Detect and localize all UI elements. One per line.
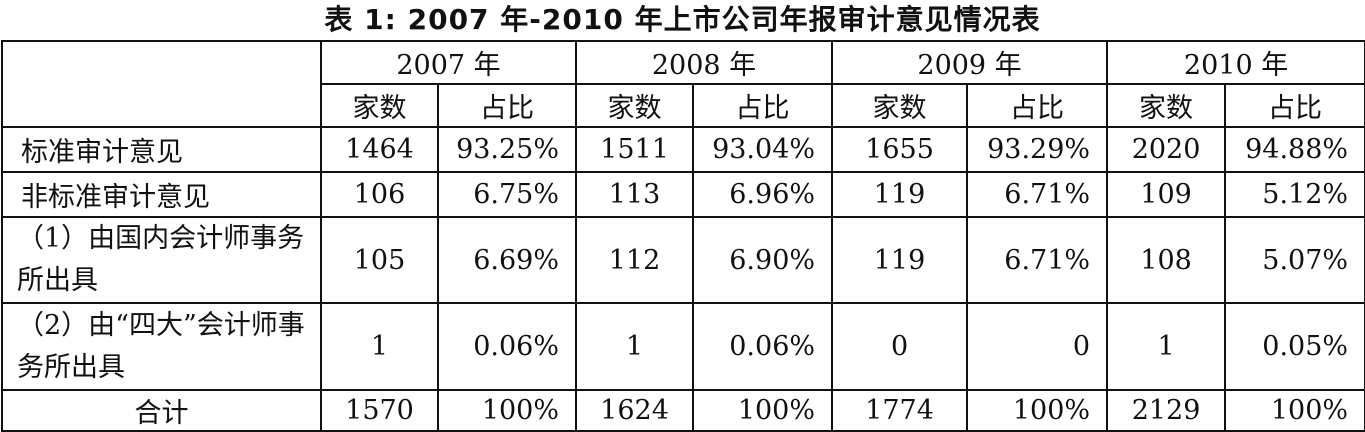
count-cell: 1511 bbox=[575, 126, 695, 173]
table-row: （1）由国内会计师事务所出具 105 6.69% 112 6.90% 119 6… bbox=[1, 216, 1365, 304]
count-cell: 119 bbox=[831, 216, 969, 304]
count-cell: 113 bbox=[575, 171, 695, 218]
count-cell: 108 bbox=[1106, 216, 1227, 304]
count-cell: 1 bbox=[575, 302, 695, 391]
count-cell: 2020 bbox=[1106, 126, 1227, 173]
count-header: 家数 bbox=[575, 83, 695, 128]
row-label: （2）由“四大”会计师事务所出具 bbox=[1, 302, 322, 391]
count-cell: 2129 bbox=[1106, 389, 1227, 432]
count-cell: 119 bbox=[831, 171, 969, 218]
count-header: 家数 bbox=[320, 83, 439, 128]
ratio-cell: 94.88% bbox=[1224, 126, 1365, 173]
count-cell: 0 bbox=[831, 302, 969, 391]
row-label: 非标准审计意见 bbox=[1, 171, 322, 218]
corner-cell bbox=[1, 40, 322, 128]
year-header: 2007 年 bbox=[319, 40, 578, 85]
ratio-header: 占比 bbox=[1224, 83, 1365, 128]
count-cell: 106 bbox=[320, 171, 439, 218]
count-cell: 1 bbox=[1106, 302, 1227, 391]
count-header: 家数 bbox=[1106, 83, 1227, 128]
ratio-header: 占比 bbox=[966, 83, 1109, 128]
subheader-row: 家数 占比 家数 占比 家数 占比 家数 占比 bbox=[2, 83, 1365, 128]
ratio-cell: 93.25% bbox=[436, 126, 578, 173]
ratio-cell: 5.07% bbox=[1224, 216, 1365, 304]
count-cell: 1655 bbox=[831, 126, 969, 173]
ratio-cell: 5.12% bbox=[1224, 171, 1365, 218]
table-row: 非标准审计意见 106 6.75% 113 6.96% 119 6.71% 10… bbox=[1, 171, 1365, 218]
ratio-cell: 0 bbox=[966, 302, 1109, 391]
year-header-row: 2007 年 2008 年 2009 年 2010 年 bbox=[1, 40, 1365, 128]
row-label: （1）由国内会计师事务所出具 bbox=[1, 216, 322, 304]
ratio-cell: 100% bbox=[692, 389, 834, 432]
audit-opinion-table: 2007 年 2008 年 2009 年 2010 年 家数 占比 家数 占比 … bbox=[1, 40, 1365, 432]
row-label: 合计 bbox=[1, 389, 322, 432]
count-cell: 1570 bbox=[320, 389, 439, 432]
ratio-cell: 6.71% bbox=[966, 171, 1109, 218]
ratio-cell: 93.29% bbox=[966, 126, 1109, 173]
ratio-cell: 6.71% bbox=[966, 216, 1109, 304]
count-cell: 1624 bbox=[575, 389, 695, 432]
count-cell: 1464 bbox=[320, 126, 439, 173]
ratio-cell: 0.05% bbox=[1224, 302, 1365, 391]
ratio-cell: 6.96% bbox=[692, 171, 834, 218]
count-cell: 1 bbox=[320, 302, 439, 391]
total-row: 合计 1570 100% 1624 100% 1774 100% 2129 10… bbox=[1, 389, 1365, 432]
ratio-header: 占比 bbox=[436, 83, 578, 128]
count-cell: 105 bbox=[320, 216, 439, 304]
year-header: 2008 年 bbox=[575, 40, 834, 85]
table-row: 标准审计意见 1464 93.25% 1511 93.04% 1655 93.2… bbox=[1, 126, 1365, 173]
table-title: 表 1: 2007 年-2010 年上市公司年报审计意见情况表 bbox=[324, 3, 1041, 36]
year-header: 2009 年 bbox=[831, 40, 1109, 85]
ratio-cell: 100% bbox=[1224, 389, 1365, 432]
ratio-cell: 6.75% bbox=[436, 171, 578, 218]
row-label: 标准审计意见 bbox=[1, 126, 322, 173]
count-cell: 1774 bbox=[831, 389, 969, 432]
table-row: （2）由“四大”会计师事务所出具 1 0.06% 1 0.06% 0 0 1 0… bbox=[1, 302, 1365, 391]
year-header: 2010 年 bbox=[1106, 40, 1365, 85]
count-cell: 109 bbox=[1106, 171, 1227, 218]
ratio-cell: 100% bbox=[436, 389, 578, 432]
ratio-cell: 100% bbox=[966, 389, 1109, 432]
ratio-cell: 6.69% bbox=[436, 216, 578, 304]
ratio-cell: 0.06% bbox=[692, 302, 834, 391]
ratio-cell: 6.90% bbox=[692, 216, 834, 304]
ratio-cell: 0.06% bbox=[436, 302, 578, 391]
count-header: 家数 bbox=[831, 83, 969, 128]
ratio-header: 占比 bbox=[692, 83, 834, 128]
count-cell: 112 bbox=[575, 216, 695, 304]
ratio-cell: 93.04% bbox=[692, 126, 834, 173]
